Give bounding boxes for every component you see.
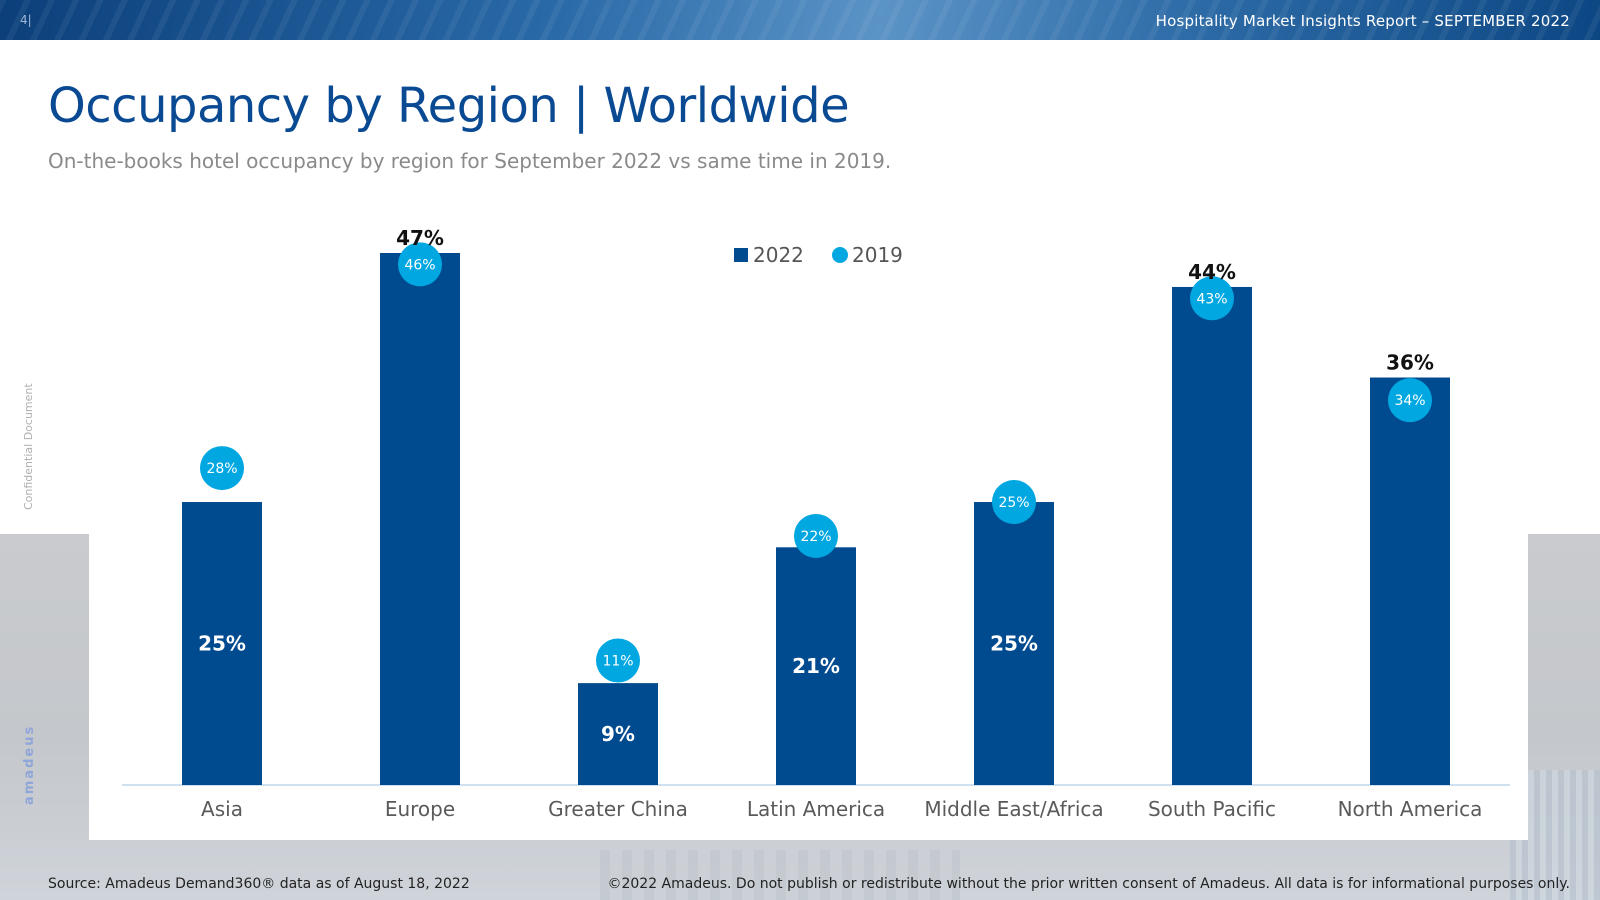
bar-2022 [776,547,856,785]
value-label-2019: 25% [998,495,1029,511]
category-label: Middle East/Africa [924,797,1103,821]
page-title: Occupancy by Region | Worldwide [48,78,850,134]
category-label: South Pacific [1148,797,1276,821]
value-label-2019: 43% [1196,291,1227,307]
legend-swatch-2019 [832,247,848,263]
value-label-2019: 22% [800,529,831,545]
chart-legend: 2022 2019 [734,243,903,267]
value-label-2019: 46% [404,257,435,273]
value-label-2022: 44% [1188,260,1236,284]
dot-2019 [992,480,1036,525]
category-label: Asia [201,797,243,821]
bar-2022 [1172,286,1252,785]
banner-texture [0,0,1600,40]
dot-2019 [1388,378,1432,423]
value-label-2022: 21% [792,654,840,678]
label-group: Asia 25% 28% Europe 47% 46% Greater China 9% 11%… [198,226,1482,821]
value-label-2019: 11% [602,653,633,669]
background-skyline [600,850,960,900]
value-label-2022: 36% [1386,351,1434,375]
bar-group [122,242,1510,786]
value-label-2022: 47% [396,226,444,250]
bar-2022 [974,502,1054,785]
dot-2019 [596,638,640,683]
value-label-2022: 25% [198,632,246,656]
page-subtitle: On-the-books hotel occupancy by region f… [48,149,892,173]
bar-2022 [1370,377,1450,785]
value-label-2019: 34% [1394,393,1425,409]
report-title: Hospitality Market Insights Report – SEP… [1155,12,1570,30]
category-label: Europe [385,797,455,821]
source-note: Source: Amadeus Demand360® data as of Au… [48,876,470,892]
legend-label-2022: 2022 [753,243,804,267]
category-label: North America [1338,797,1483,821]
page-number: 4| [20,13,32,27]
legend-swatch-2022 [734,248,748,262]
dot-2019 [794,513,838,558]
copyright-note: ©2022 Amadeus. Do not publish or redistr… [607,876,1570,892]
bar-2022 [380,253,460,785]
value-label-2019: 28% [206,461,237,477]
value-label-2022: 9% [601,722,635,746]
top-banner: 4| Hospitality Market Insights Report – … [0,0,1600,40]
category-label: Greater China [548,797,688,821]
value-label-2022: 25% [990,632,1038,656]
category-label: Latin America [747,797,885,821]
bar-2022 [182,502,262,785]
dot-2019 [398,242,442,287]
legend-label-2019: 2019 [852,243,903,267]
dot-2019 [200,446,244,491]
bar-2022 [578,683,658,785]
dot-2019 [1190,276,1234,321]
